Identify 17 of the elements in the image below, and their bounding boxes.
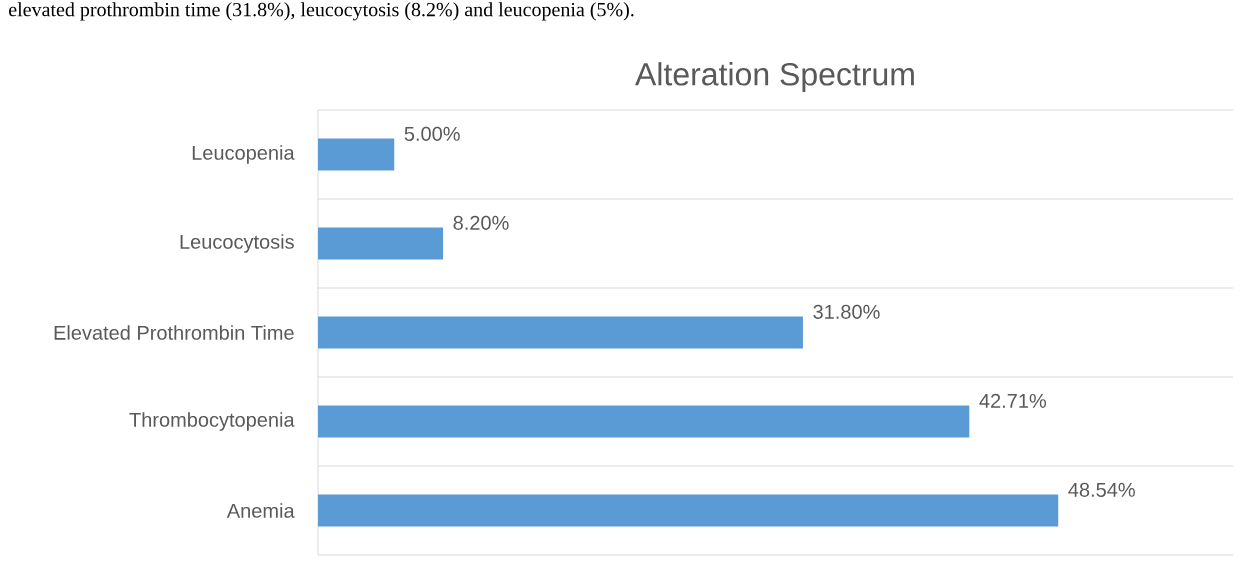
bar xyxy=(318,138,395,171)
y-tick-label: Thrombocytopenia xyxy=(129,412,295,431)
data-label: 48.54% xyxy=(1068,482,1135,497)
y-tick-label: Leucopenia xyxy=(192,145,295,164)
y-tick-label: Leucocytosis xyxy=(180,234,294,253)
chart-title: Alteration Spectrum xyxy=(635,62,914,92)
text: elevated prothrombin time (31.8%), leucocytosis (8.2%) and leucopenia (5%). xyxy=(9,2,634,21)
bar xyxy=(318,316,803,349)
data-label: 5.00% xyxy=(404,126,460,141)
bar xyxy=(318,405,970,438)
data-label: 42.71% xyxy=(979,393,1047,408)
data-label: 8.20% xyxy=(453,215,509,230)
y-tick-label: Elevated Prothrombin Time xyxy=(54,325,294,340)
data-label: 31.80% xyxy=(813,304,880,319)
bar xyxy=(318,494,1059,527)
y-tick-label: Anemia xyxy=(226,503,295,518)
bar xyxy=(318,227,444,260)
